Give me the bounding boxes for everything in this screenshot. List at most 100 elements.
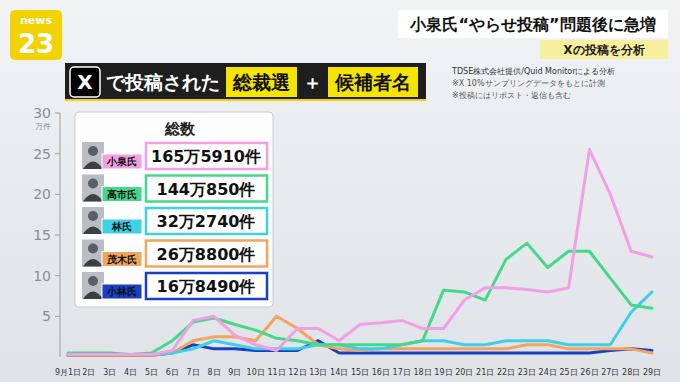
title-box [226, 67, 297, 97]
x-tick-label: 28日 [622, 368, 640, 377]
legend-total-box [146, 143, 267, 169]
title-part: で投稿された [106, 71, 220, 93]
logo-box [10, 10, 62, 60]
x-axis: 9月1日2日3日4日5日6日7日8日9日10日11日12日13日14日15日16… [55, 368, 661, 377]
legend-total: 165万5910件 [151, 147, 261, 166]
logo-text: news [20, 14, 52, 27]
note: ※X 10%サンプリングデータをもとに計測 [452, 79, 605, 88]
legend-total-box [146, 273, 267, 299]
legend-total-box [146, 176, 267, 202]
portrait-head [88, 179, 98, 189]
x-tick-label: 26日 [580, 368, 598, 377]
legend-name: 小林氏 [106, 286, 137, 297]
portrait [82, 272, 104, 299]
portrait [82, 142, 104, 169]
x-tick-label: 9日 [228, 368, 241, 377]
legend-total: 144万850件 [157, 180, 256, 199]
note: ※投稿にはリポスト・返信も含む [452, 91, 571, 100]
x-tick-label: 7日 [187, 368, 200, 377]
x-tick-label: 18日 [413, 368, 431, 377]
x-tick-label: 2日 [82, 368, 95, 377]
portrait-head [88, 244, 98, 254]
legend-swatch [102, 252, 142, 267]
legend-total: 32万2740件 [157, 212, 256, 231]
banner-line [65, 99, 426, 101]
legend-entry: 林氏32万2740件 [82, 207, 267, 234]
x-tick-label: 5日 [145, 368, 158, 377]
x-tick-label: 9月1日 [55, 368, 81, 377]
y-tick [55, 316, 60, 317]
x-icon-box [70, 67, 100, 97]
y-tick-label: 25 [33, 146, 51, 162]
x-tick-label: 27日 [601, 368, 619, 377]
legend-entry: 茂木氏26万8800件 [82, 240, 267, 267]
x-tick-label: 14日 [330, 368, 348, 377]
x-tick-label: 10日 [247, 368, 265, 377]
x-tick-label: 25日 [559, 368, 577, 377]
headline-tag: Xの投稿を分析 [563, 43, 644, 57]
title-part: ＋ [303, 71, 322, 93]
logo: news 23 [10, 10, 62, 60]
x-tick-label: 22日 [497, 368, 515, 377]
x-tick-label: 8日 [207, 368, 220, 377]
plot-lines [68, 150, 652, 356]
x-tick-label: 16日 [372, 368, 390, 377]
y-tick-label: 30 [33, 105, 51, 121]
y-tick-label: 15 [33, 227, 51, 243]
x-tick-label: 29日 [643, 368, 661, 377]
portrait [82, 240, 104, 267]
legend-total-box [146, 208, 267, 234]
y-tick [55, 153, 60, 154]
background [0, 0, 680, 382]
x-tick-label: 24日 [539, 368, 557, 377]
y-tick [55, 194, 60, 195]
legend-entry: 小林氏 16万8490件 [82, 272, 267, 299]
headline-text: 小泉氏“やらせ投稿”問題後に急増 [409, 15, 655, 34]
y-tick [55, 235, 60, 236]
legend-swatch [102, 219, 142, 234]
logo-text: 23 [18, 29, 54, 59]
headline: 小泉氏“やらせ投稿”問題後に急増 Xの投稿を分析 [398, 10, 668, 59]
legend-entry: 小泉氏 165万5910件 [82, 142, 267, 169]
legend-total: 16万8490件 [157, 277, 256, 296]
title-part: 候補者名 [334, 71, 411, 93]
x-tick-label: 19日 [434, 368, 452, 377]
x-tick-label: 6日 [166, 368, 179, 377]
legend-title: 総数 [164, 120, 196, 138]
x-tick-label: 13日 [309, 368, 327, 377]
x-tick-label: 11日 [267, 368, 285, 377]
y-tick [55, 275, 60, 276]
y-axis-label: 万件 [35, 122, 51, 131]
portrait [82, 175, 104, 202]
portrait [82, 207, 104, 234]
portrait-head [88, 146, 98, 156]
title-box [328, 67, 418, 97]
legend-swatch [102, 154, 142, 169]
legend-swatch [102, 284, 142, 299]
x-tick-label: 12日 [288, 368, 306, 377]
x-tick-label: 23日 [518, 368, 536, 377]
series-line [68, 150, 652, 355]
legend-name: 茂木氏 [106, 254, 137, 265]
y-tick-label: 5 [42, 308, 51, 324]
banner-bg [65, 63, 426, 101]
y-tick-label: 20 [33, 186, 51, 202]
note: TDSE株式会社提供/Quid Monitorによる分析 [451, 67, 616, 76]
headline-tag-box [540, 40, 668, 59]
title-part: X [77, 70, 93, 94]
legend-total-box [146, 241, 267, 267]
legend-name: 小泉氏 [106, 156, 137, 167]
portrait-body [83, 194, 103, 202]
y-tick [55, 113, 60, 114]
legend-entry: 高市氏144万850件 [82, 175, 267, 202]
portrait-body [83, 259, 103, 267]
portrait-body [83, 227, 103, 235]
legend-swatch [102, 187, 142, 202]
portrait-head [88, 211, 98, 221]
title-part: 総裁選 [232, 71, 290, 93]
x-tick-label: 15日 [351, 368, 369, 377]
y-tick-label: 10 [33, 268, 51, 284]
x-tick-label: 20日 [455, 368, 473, 377]
legend: 総数小泉氏 165万5910件高市氏144万850件林氏32万2740件茂木氏26… [75, 112, 273, 307]
x-tick-label: 21日 [476, 368, 494, 377]
